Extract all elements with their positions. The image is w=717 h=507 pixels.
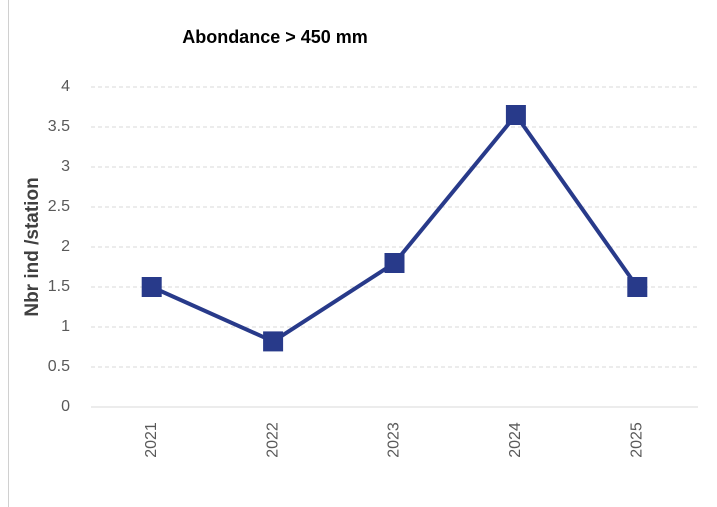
y-tick-label: 1.5 [48,278,70,295]
y-tick-label: 1 [61,318,70,335]
y-tick-label: 2.5 [48,198,70,215]
chart-title: Abondance > 450 mm [182,27,368,47]
y-tick-label: 0.5 [48,358,70,375]
x-tick-label: 2023 [386,422,403,458]
x-tick-label: 2022 [264,422,281,458]
y-tick-label: 3.5 [48,118,70,135]
marker [141,277,162,297]
marker [263,331,284,352]
x-tick-label: 2024 [507,422,524,458]
series-line [150,113,639,344]
marker [384,253,405,273]
marker [627,277,648,297]
y-tick-label: 3 [61,158,70,175]
x-tick-label: 2021 [143,422,160,458]
marker [505,105,526,125]
x-tick-label: 2025 [629,422,646,458]
y-tick-label: 4 [61,78,70,95]
y-axis-label: Nbr ind /station [22,177,43,316]
y-tick-label: 2 [61,238,70,255]
y-tick-label: 0 [61,398,70,415]
